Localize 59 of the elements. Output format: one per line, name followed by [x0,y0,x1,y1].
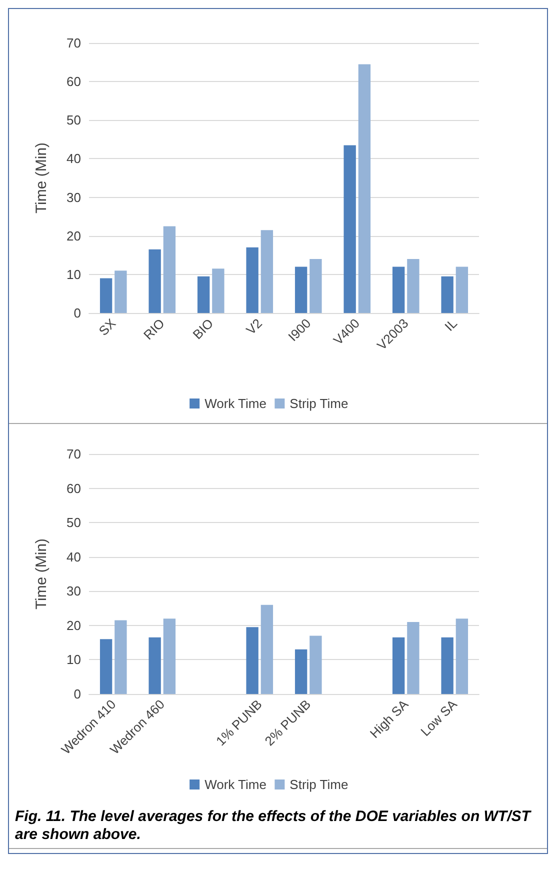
bar [260,230,274,313]
y-tick-label: 70 [66,36,81,50]
y-tick-label: 30 [66,584,81,599]
bar [392,266,405,313]
y-tick-label: 60 [66,74,81,90]
legend-label: Strip Time [290,396,348,411]
bar [114,270,127,313]
y-tick-label: 10 [66,652,81,668]
caption: Fig. 11. The level averages for the effects of the DOE variables on WT/ST are shown above. [9,804,547,848]
y-tick-label: 0 [74,306,81,320]
y-tick-label: 40 [66,549,81,564]
y-tick-label: 70 [66,446,81,462]
x-tick-label: High SA [366,696,412,741]
legend-label: Strip Time [290,777,348,792]
bar [310,259,322,313]
y-tick-label: 60 [66,480,81,496]
bar [163,618,176,694]
bar [344,145,356,313]
y-tick-label: 20 [66,228,81,244]
bar [260,604,274,694]
y-tick-label: 40 [66,151,81,166]
y-tick-label: 10 [66,266,81,282]
bar [310,636,322,694]
bar [114,620,127,694]
x-tick-label: IL [442,316,460,334]
bar [100,639,112,694]
bar [246,247,258,313]
bar [197,276,210,313]
bar [246,627,258,694]
bar [148,249,161,313]
bar [456,618,468,694]
bar [100,278,112,313]
legend-label: Work Time [204,777,266,792]
legend-label: Work Time [204,396,266,411]
bar [441,276,454,313]
bar [294,266,308,313]
y-tick-label: 0 [74,686,81,702]
bar [294,649,308,694]
bar [407,622,420,694]
y-axis-title: Time (Min) [33,142,50,214]
y-tick-label: 50 [66,515,81,530]
y-axis-title: Time (Min) [33,538,50,610]
bar [212,268,224,313]
y-tick-label: 20 [66,618,81,633]
bar [358,64,371,313]
bar [456,266,468,313]
y-tick-label: 30 [66,190,81,205]
x-tick-label: I900 [285,316,314,344]
bar [441,637,454,694]
bar [392,637,405,694]
y-tick-label: 50 [66,112,81,128]
bar [407,259,420,313]
bar [163,226,176,313]
x-tick-label: V2 [243,316,265,338]
bar [148,637,161,694]
x-tick-label: BIO [190,316,216,342]
x-tick-label: RIO [140,316,168,343]
x-tick-label: SX [96,315,119,339]
x-tick-label: Low SA [418,696,460,739]
